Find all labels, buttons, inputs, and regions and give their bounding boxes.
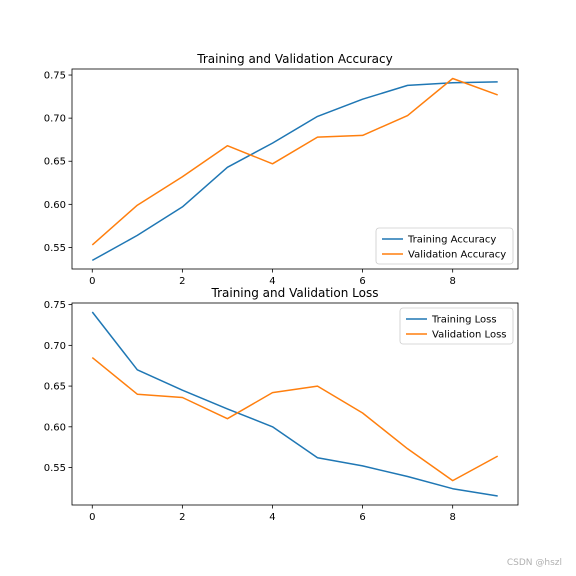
y-tick-label: 0.60 bbox=[44, 200, 66, 211]
legend-label: Training Loss bbox=[431, 315, 497, 326]
series-line-0 bbox=[91, 81, 498, 262]
x-tick-label: 8 bbox=[449, 512, 455, 523]
plot-frame bbox=[71, 68, 519, 270]
x-tick-label: 8 bbox=[449, 276, 455, 287]
y-tick-label: 0.60 bbox=[44, 422, 66, 433]
y-tick-label: 0.75 bbox=[44, 300, 66, 311]
x-tick-label: 4 bbox=[269, 512, 275, 523]
chart-panel-1: Training and Validation Loss 0 2 4 6 8 0.55 0.6… bbox=[44, 286, 519, 523]
y-tick-label: 0.55 bbox=[44, 243, 66, 254]
plot-frame bbox=[71, 302, 519, 506]
legend-box bbox=[399, 307, 514, 345]
y-tick-label: 0.75 bbox=[44, 71, 66, 82]
x-tick-label: 6 bbox=[359, 512, 365, 523]
x-tick-label: 6 bbox=[359, 276, 365, 287]
legend: Training Loss Validation Loss bbox=[399, 307, 514, 345]
y-tick-label: 0.70 bbox=[44, 114, 66, 125]
x-tick-label: 0 bbox=[89, 276, 95, 287]
chart-title: Training and Validation Loss bbox=[211, 286, 379, 300]
legend-label: Training Accuracy bbox=[407, 235, 496, 246]
chart-panel-0: Training and Validation Accuracy 0 2 4 6 8 0.5… bbox=[44, 52, 519, 287]
x-tick-label: 2 bbox=[179, 512, 185, 523]
chart-title: Training and Validation Accuracy bbox=[196, 52, 392, 66]
x-tick-label: 0 bbox=[89, 512, 95, 523]
legend-label: Validation Accuracy bbox=[408, 250, 506, 261]
legend-box bbox=[375, 227, 514, 265]
series-line-1 bbox=[91, 77, 498, 246]
x-tick-label: 2 bbox=[179, 276, 185, 287]
y-tick-label: 0.55 bbox=[44, 463, 66, 474]
watermark: CSDN @hszl bbox=[506, 558, 562, 568]
y-tick-label: 0.70 bbox=[44, 341, 66, 352]
legend: Training Accuracy Validation Accuracy bbox=[375, 227, 514, 265]
x-tick-label: 4 bbox=[269, 276, 275, 287]
legend-label: Validation Loss bbox=[432, 330, 507, 341]
series-line-1 bbox=[91, 357, 499, 482]
series-line-0 bbox=[91, 311, 498, 497]
y-tick-label: 0.65 bbox=[44, 382, 66, 393]
y-tick-label: 0.65 bbox=[44, 157, 66, 168]
